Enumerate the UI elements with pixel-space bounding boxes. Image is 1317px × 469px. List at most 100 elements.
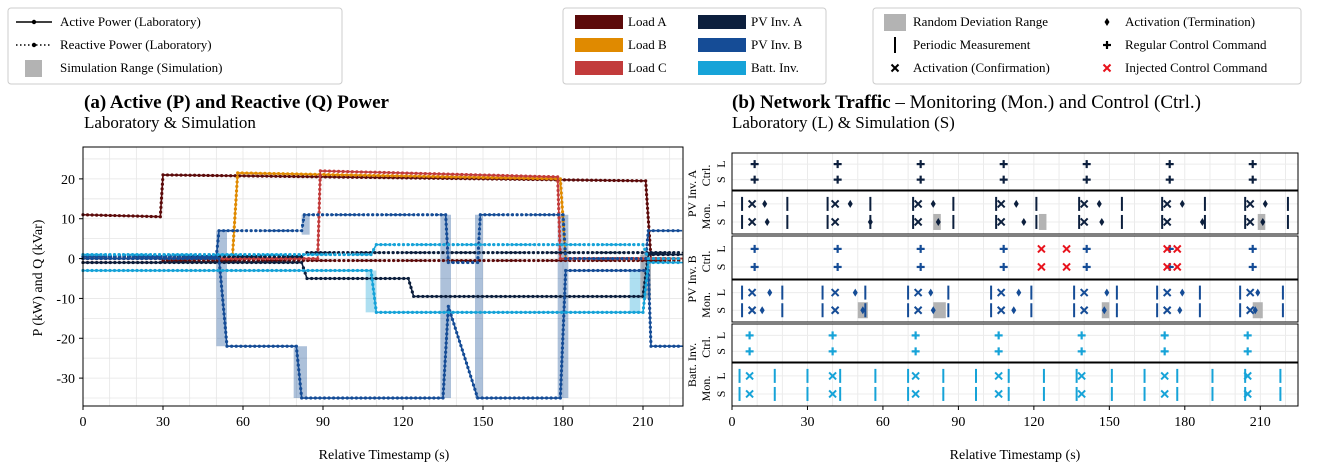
series-point (360, 276, 364, 281)
series-point (271, 344, 275, 348)
series-point (485, 294, 489, 299)
activation-confirmation (745, 389, 754, 399)
series-point (306, 268, 310, 273)
series-point (219, 280, 223, 284)
series-point (363, 396, 368, 400)
series-point (559, 191, 563, 195)
x-b (1162, 244, 1172, 254)
series-point (622, 250, 626, 255)
series-point (373, 258, 378, 263)
series-point (122, 214, 126, 218)
series-point (509, 258, 513, 263)
series-point (263, 229, 267, 233)
row-frame (731, 152, 1299, 191)
series-point (181, 260, 185, 265)
series-point (443, 355, 447, 359)
injected-command (1062, 262, 1071, 272)
series-point (388, 310, 392, 314)
series-point (419, 310, 424, 314)
series-point (648, 325, 652, 329)
x-b (1079, 217, 1089, 227)
row-type-label: Ctrl. (699, 336, 713, 358)
series-point (496, 310, 500, 314)
series-point (641, 243, 645, 247)
series-point (182, 254, 186, 259)
series-point (647, 283, 651, 287)
series-point (355, 170, 359, 174)
series-point (94, 252, 99, 257)
series-point (563, 291, 567, 295)
series-point (187, 254, 191, 259)
series-point (220, 174, 224, 178)
series-point (268, 254, 272, 259)
activation-termination (867, 217, 873, 226)
series-point (505, 243, 510, 247)
series-point (99, 268, 103, 273)
random-deviation-range (933, 302, 946, 319)
activation-termination (852, 288, 858, 297)
activation-confirmation (830, 306, 840, 315)
series-point (563, 273, 568, 277)
simulation-range (475, 214, 483, 399)
x-b (994, 389, 1003, 399)
series-point (309, 396, 313, 400)
series-point (437, 172, 441, 176)
series-point (364, 258, 369, 263)
series-point (153, 252, 157, 257)
series-point (349, 173, 353, 177)
series-point (288, 252, 292, 257)
series-point (561, 337, 565, 341)
injected-command (1037, 244, 1046, 254)
activation-termination (1260, 217, 1266, 226)
series-point (113, 260, 117, 265)
series-point (108, 268, 112, 273)
series-point (492, 213, 496, 217)
series-point (451, 243, 455, 247)
series-point (676, 344, 681, 348)
series-point (386, 174, 390, 178)
activation-confirmation (911, 371, 920, 381)
series-point (130, 252, 135, 257)
series-point (189, 268, 193, 273)
activation-confirmation (913, 199, 923, 209)
series-point (514, 174, 519, 178)
row-type-label: Ctrl. (699, 165, 713, 187)
series-point (561, 213, 565, 217)
series-point (623, 294, 627, 299)
series-point (184, 268, 189, 273)
series-point (392, 310, 397, 314)
series-point (90, 260, 94, 265)
activation-termination (762, 199, 768, 208)
series-point (449, 313, 453, 317)
series-point (454, 175, 458, 179)
series-point (471, 294, 475, 299)
series-point (183, 173, 188, 177)
series-point (496, 173, 500, 177)
series-point (546, 175, 551, 179)
series-point (304, 172, 308, 176)
series-point (379, 310, 383, 314)
series-point (277, 254, 281, 259)
series-point (356, 276, 360, 281)
series-point (248, 344, 252, 348)
series-point (559, 250, 563, 255)
series-point (451, 310, 455, 314)
activation-termination (1179, 288, 1185, 297)
series-point (601, 256, 605, 261)
series-point (533, 174, 537, 178)
series-point (95, 213, 99, 217)
series-point (645, 270, 649, 274)
series-point (314, 175, 318, 179)
series-point (121, 252, 126, 257)
series-point (261, 252, 265, 257)
series-point (400, 250, 404, 255)
series-point (621, 178, 625, 183)
series-point (166, 252, 171, 257)
activation-confirmation (996, 199, 1006, 209)
series-point (468, 258, 473, 263)
series-point (446, 172, 450, 176)
x-b (1245, 217, 1255, 227)
row-frame (731, 190, 1299, 235)
legend3-label: Regular Control Command (1125, 37, 1267, 52)
series-point (229, 268, 234, 273)
